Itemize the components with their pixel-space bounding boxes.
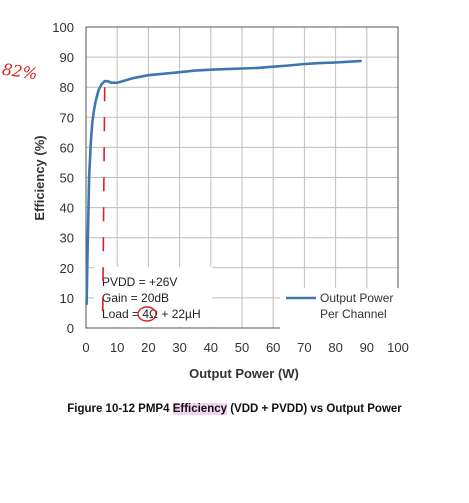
caption-suffix: (VDD + PVDD) vs Output Power [227,403,402,415]
x-tick-label: 40 [204,340,218,355]
x-tick-label: 0 [82,340,89,355]
conditions-box-bg [94,267,212,327]
conditions-box: PVDD = +26V Gain = 20dB Load = 4Ω + 22µH [94,267,212,327]
caption-highlight: Efficiency [172,403,228,415]
y-tick-label: 0 [67,321,74,336]
series-line-output-power [85,59,362,306]
y-axis-label-suffix: (%) [32,135,47,159]
x-tick-label: 90 [360,340,374,355]
legend-bg [280,288,404,330]
handwritten-dashed-line [101,87,106,313]
legend-label-line-1: Output Power [320,291,393,305]
y-tick-label: 60 [60,140,74,155]
handwritten-circle-4ohm [137,306,157,322]
x-axis-label: Output Power (W) [189,366,299,381]
y-tick-label: 50 [60,171,74,186]
x-tick-labels: 0 10 20 30 40 50 60 70 80 90 100 [82,340,408,355]
y-tick-label: 70 [60,110,74,125]
condition-pvdd: PVDD = +26V [102,275,177,289]
y-tick-label: 20 [60,261,74,276]
y-tick-label: 90 [60,50,74,65]
y-tick-label: 80 [60,80,74,95]
handwritten-annotation: 82% [1,60,157,322]
efficiency-chart: 0 10 20 30 40 50 60 70 80 90 100 0 10 20 30 40 50 60 70 80… [1,20,409,381]
x-tick-label: 30 [172,340,186,355]
figure-caption: Figure 10-12 PMP4 Efficiency (VDD + PVDD… [0,403,469,415]
legend: Output Power Per Channel [280,288,404,330]
y-tick-label: 40 [60,201,74,216]
condition-gain: Gain = 20dB [102,291,169,305]
y-tick-label: 10 [60,291,74,306]
condition-load: Load = 4Ω + 22µH [102,307,201,321]
y-tick-label: 30 [60,231,74,246]
data-points [86,61,361,304]
x-tick-label: 50 [235,340,249,355]
x-tick-label: 60 [266,340,280,355]
x-tick-label: 100 [387,340,409,355]
plot-frame [85,26,399,329]
handwritten-82-percent: 82% [1,60,39,84]
x-tick-label: 70 [297,340,311,355]
y-axis-label: Efficiency (%) [32,135,47,220]
y-tick-label: 100 [52,20,74,35]
x-tick-label: 10 [110,340,124,355]
x-tick-label: 20 [141,340,155,355]
legend-label-line-2: Per Channel [320,307,387,321]
x-tick-label: 80 [328,340,342,355]
y-axis-label-highlight: Efficiency [32,158,47,220]
y-tick-labels: 0 10 20 30 40 50 60 70 80 90 100 [52,20,74,336]
caption-prefix: Figure 10-12 PMP4 [67,403,173,415]
